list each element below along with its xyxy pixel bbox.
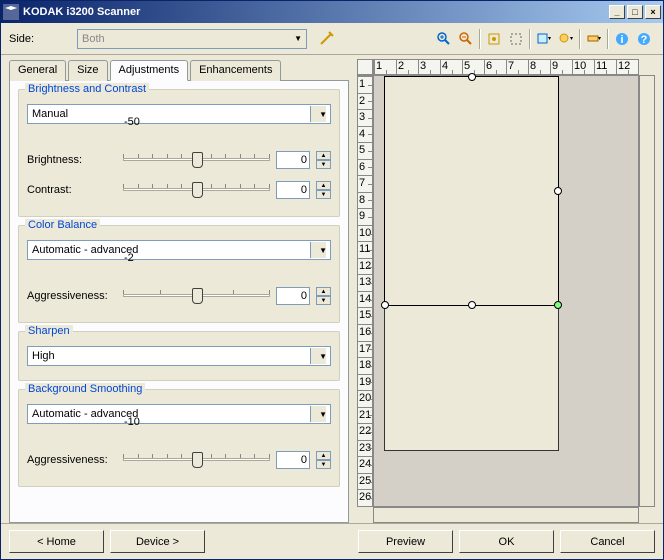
bottom-bar: < Home Device > Preview OK Cancel — [1, 523, 663, 559]
adjustments-panel: Brightness and Contrast Manual -5050 Bri… — [9, 80, 349, 523]
sharpen-select[interactable]: High — [27, 346, 331, 366]
selection-icon[interactable] — [505, 28, 527, 50]
brightness-value[interactable] — [276, 151, 310, 169]
top-toolbar: Side: Both i? — [1, 23, 663, 55]
ruler-vertical: 1234567891011121314151617181920212223242… — [357, 75, 373, 507]
brightness-up[interactable]: ▲ — [316, 151, 331, 160]
group-title: Sharpen — [25, 325, 73, 337]
bs-agg-down[interactable]: ▼ — [316, 460, 331, 469]
contrast-down[interactable]: ▼ — [316, 190, 331, 199]
preview-canvas[interactable] — [373, 75, 639, 507]
cb-agg-value[interactable] — [276, 287, 310, 305]
window-title: KODAK i3200 Scanner — [23, 6, 609, 18]
preview-button[interactable]: Preview — [358, 530, 453, 553]
svg-text:?: ? — [641, 34, 648, 46]
color-balance-group: Color Balance Automatic - advanced -22 A… — [18, 225, 340, 323]
bs-agg-value[interactable] — [276, 451, 310, 469]
measure-icon[interactable] — [583, 28, 605, 50]
tab-general[interactable]: General — [9, 60, 66, 81]
group-title: Background Smoothing — [25, 383, 145, 395]
crop-handle[interactable] — [381, 301, 389, 309]
side-label: Side: — [9, 33, 69, 45]
crop-region[interactable] — [384, 76, 559, 306]
home-button[interactable]: < Home — [9, 530, 104, 553]
cancel-button[interactable]: Cancel — [560, 530, 655, 553]
cb-agg-label: Aggressiveness: — [27, 290, 117, 302]
brightness-label: Brightness: — [27, 154, 117, 166]
preview-vscroll[interactable] — [639, 75, 655, 507]
tab-size[interactable]: Size — [68, 60, 107, 81]
bs-agg-label: Aggressiveness: — [27, 454, 117, 466]
contrast-slider[interactable] — [123, 178, 270, 202]
scanner-window: KODAK i3200 Scanner _ □ × Side: Both i? … — [0, 0, 664, 560]
ruler-horizontal: 123456789101112 — [373, 59, 639, 75]
bs-agg-slider[interactable] — [123, 448, 270, 472]
close-button[interactable]: × — [645, 5, 661, 19]
contrast-label: Contrast: — [27, 184, 117, 196]
crop-handle[interactable] — [554, 187, 562, 195]
tab-adjustments[interactable]: Adjustments — [110, 60, 189, 81]
maximize-button[interactable]: □ — [627, 5, 643, 19]
cb-agg-down[interactable]: ▼ — [316, 296, 331, 305]
crop-handle[interactable] — [468, 73, 476, 81]
svg-text:i: i — [620, 34, 623, 46]
crop-handle[interactable] — [554, 301, 562, 309]
app-icon — [3, 4, 19, 20]
info-icon[interactable]: i — [611, 28, 633, 50]
minimize-button[interactable]: _ — [609, 5, 625, 19]
dropdown2-icon[interactable] — [555, 28, 577, 50]
crop-tool-icon[interactable] — [483, 28, 505, 50]
left-panel: GeneralSizeAdjustmentsEnhancements Brigh… — [9, 59, 349, 523]
titlebar: KODAK i3200 Scanner _ □ × — [1, 1, 663, 23]
sharpen-group: Sharpen High — [18, 331, 340, 381]
group-title: Brightness and Contrast — [25, 83, 149, 95]
cb-agg-up[interactable]: ▲ — [316, 287, 331, 296]
cb-agg-slider[interactable] — [123, 284, 270, 308]
tab-enhancements[interactable]: Enhancements — [190, 60, 281, 81]
contrast-up[interactable]: ▲ — [316, 181, 331, 190]
contrast-value[interactable] — [276, 181, 310, 199]
preview-hscroll[interactable] — [373, 507, 639, 523]
dropdown1-icon[interactable] — [533, 28, 555, 50]
zoom-in-icon[interactable] — [433, 28, 455, 50]
help-icon[interactable]: ? — [633, 28, 655, 50]
device-button[interactable]: Device > — [110, 530, 205, 553]
group-title: Color Balance — [25, 219, 100, 231]
bs-agg-up[interactable]: ▲ — [316, 451, 331, 460]
tab-strip: GeneralSizeAdjustmentsEnhancements — [9, 59, 349, 80]
ok-button[interactable]: OK — [459, 530, 554, 553]
zoom-out-icon[interactable] — [455, 28, 477, 50]
crop-handle[interactable] — [468, 301, 476, 309]
side-settings-icon[interactable] — [315, 28, 337, 50]
brightness-slider[interactable] — [123, 148, 270, 172]
bg-smoothing-group: Background Smoothing Automatic - advance… — [18, 389, 340, 487]
side-select[interactable]: Both — [77, 29, 307, 49]
brightness-contrast-group: Brightness and Contrast Manual -5050 Bri… — [18, 89, 340, 217]
brightness-down[interactable]: ▼ — [316, 160, 331, 169]
preview-panel: 123456789101112 123456789101112131415161… — [357, 59, 655, 523]
